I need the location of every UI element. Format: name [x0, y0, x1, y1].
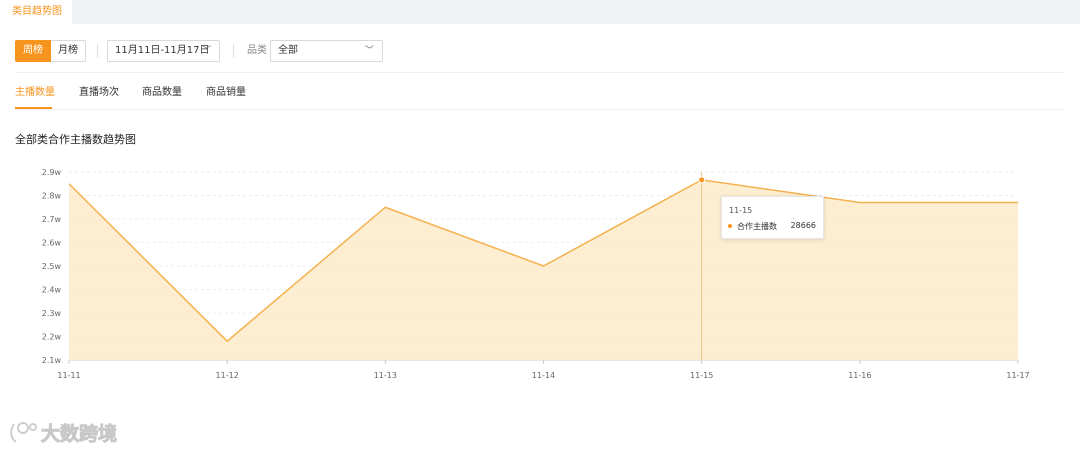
- category-value: 全部: [278, 45, 298, 56]
- category-label: 品类: [247, 45, 267, 56]
- x-tick-label: 11-13: [374, 371, 397, 380]
- x-tick-label: 11-12: [216, 371, 239, 380]
- chart-tooltip: 11-15 合作主播数 28666: [721, 196, 824, 239]
- divider: [97, 44, 98, 58]
- tooltip-date: 11-15: [729, 206, 753, 215]
- y-tick-label: 2.4w: [42, 286, 62, 295]
- category-select[interactable]: 全部 ﹀: [270, 40, 383, 62]
- watermark-logo: 大数跨境: [10, 422, 117, 445]
- y-tick-label: 2.1w: [42, 356, 62, 365]
- period-week-button[interactable]: 周榜: [15, 40, 51, 62]
- tab-category-trend[interactable]: 类目趋势图: [0, 0, 72, 24]
- x-tick-label: 11-17: [1006, 371, 1029, 380]
- y-tick-label: 2.7w: [42, 215, 62, 224]
- x-tick-label: 11-14: [532, 371, 555, 380]
- top-tab-bar: [0, 0, 1080, 24]
- series-area: [69, 179, 1018, 360]
- chart-title: 全部类合作主播数趋势图: [15, 133, 136, 146]
- tab-product-count[interactable]: 商品数量: [142, 87, 182, 98]
- series-dot-icon: [728, 224, 732, 228]
- date-range-select[interactable]: 11月11日-11月17日 ﹀: [107, 40, 220, 62]
- tooltip-series-name: 合作主播数: [737, 222, 777, 231]
- tab-live-sessions[interactable]: 直播场次: [79, 87, 119, 98]
- y-tick-label: 2.6w: [42, 239, 62, 248]
- trend-chart: 2.1w 2.2w 2.3w 2.4w 2.5w 2.6w 2.7w 2.8w 2.9w 11-1…: [42, 168, 1030, 380]
- y-tick-label: 2.9w: [42, 168, 62, 177]
- chevron-down-icon: ﹀: [364, 46, 374, 56]
- tab-anchor-count[interactable]: 主播数量: [15, 87, 55, 98]
- y-tick-label: 2.3w: [42, 309, 62, 318]
- chevron-down-icon: ﹀: [201, 46, 211, 56]
- tooltip-value: 28666: [790, 221, 816, 230]
- y-tick-label: 2.8w: [42, 192, 62, 201]
- date-range-value: 11月11日-11月17日: [115, 45, 210, 56]
- x-tick-label: 11-15: [690, 371, 713, 380]
- tab-product-sales[interactable]: 商品销量: [206, 87, 246, 98]
- y-tick-label: 2.5w: [42, 262, 62, 271]
- divider: [15, 72, 1064, 73]
- y-tick-label: 2.2w: [42, 333, 62, 342]
- series-line: [68, 179, 1018, 343]
- data-point-highlight: [698, 176, 706, 184]
- period-month-button[interactable]: 月榜: [51, 40, 86, 62]
- divider: [15, 109, 1064, 110]
- divider: [233, 44, 234, 58]
- x-tick-label: 11-16: [848, 371, 871, 380]
- watermark-text: 大数跨境: [41, 422, 117, 445]
- active-tab-indicator: [15, 107, 52, 109]
- x-tick-label: 11-11: [57, 371, 80, 380]
